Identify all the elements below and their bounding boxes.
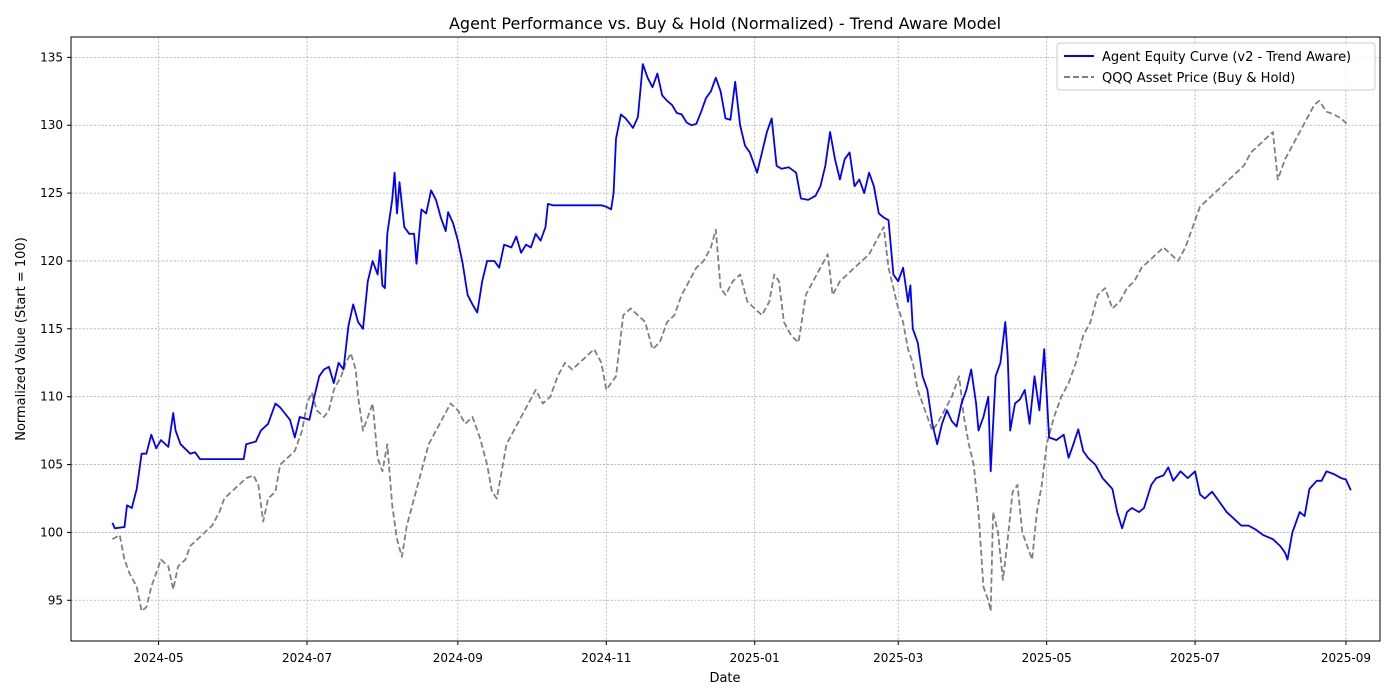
- qqq-price-line: [111, 99, 1350, 612]
- x-tick-label: 2025-07: [1170, 651, 1220, 665]
- y-tick-label: 110: [40, 390, 63, 404]
- y-tick-label: 95: [48, 593, 63, 607]
- legend-box: [1056, 42, 1376, 91]
- series-layer: [111, 63, 1352, 612]
- x-tick-label: 2024-11: [581, 651, 631, 665]
- chart-title: Agent Performance vs. Buy & Hold (Normal…: [449, 14, 1001, 33]
- y-tick-label: 130: [40, 118, 63, 132]
- legend-label-agent-equity: Agent Equity Curve (v2 - Trend Aware): [1102, 50, 1351, 65]
- grid: [71, 37, 1380, 641]
- y-tick-label: 135: [40, 50, 63, 64]
- x-tick-label: 2024-05: [134, 651, 184, 665]
- x-tick-label: 2025-01: [730, 651, 780, 665]
- x-tick-label: 2025-03: [873, 651, 923, 665]
- y-tick-label: 100: [40, 525, 63, 539]
- y-axis-label: Normalized Value (Start = 100): [14, 237, 29, 441]
- x-axis: 2024-05 2024-07 2024-09 2024-11 2025-01 2025-…: [134, 641, 1371, 665]
- y-tick-label: 120: [40, 254, 63, 268]
- x-tick-label: 2025-05: [1022, 651, 1072, 665]
- x-tick-label: 2024-07: [282, 651, 332, 665]
- x-tick-label: 2024-09: [433, 651, 483, 665]
- y-tick-label: 125: [40, 186, 63, 200]
- y-tick-label: 105: [40, 458, 63, 472]
- y-axis: 95 100 105 110 115 120 125 130 135: [40, 50, 71, 607]
- agent-equity-line: [111, 63, 1352, 561]
- legend-label-qqq-price: QQQ Asset Price (Buy & Hold): [1102, 71, 1295, 86]
- x-axis-label: Date: [709, 671, 740, 686]
- y-tick-label: 115: [40, 322, 63, 336]
- plot-frame: [70, 36, 1381, 642]
- x-tick-label: 2025-09: [1321, 651, 1371, 665]
- legend: Agent Equity Curve (v2 - Trend Aware) QQ…: [1056, 42, 1376, 91]
